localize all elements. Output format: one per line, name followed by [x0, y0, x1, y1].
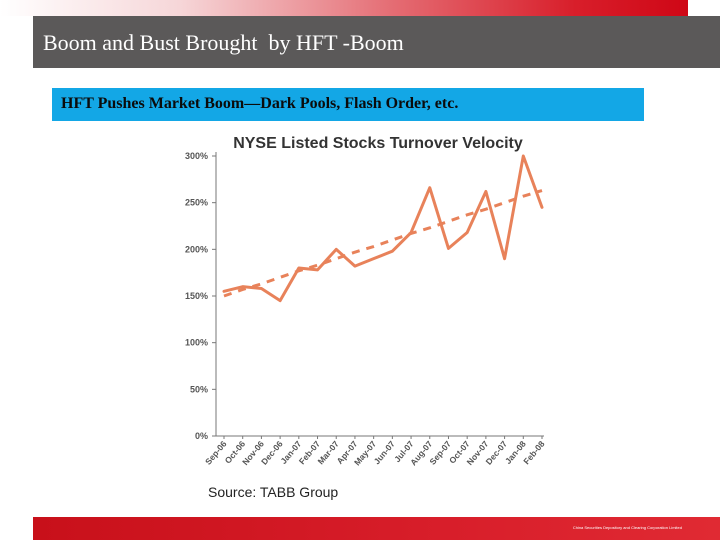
data-point [391, 250, 394, 253]
footer-bar: China Securities Depository and Clearing… [33, 517, 720, 540]
y-tick-label: 250% [185, 198, 208, 208]
trend-line [223, 189, 543, 298]
y-tick-label: 100% [185, 338, 208, 348]
y-tick-label: 200% [185, 244, 208, 254]
title-bar: Boom and Bust Brought by HFT -Boom [33, 16, 720, 68]
slide-title: Boom and Bust Brought by HFT -Boom [43, 30, 404, 55]
data-point [522, 154, 525, 158]
data-point [222, 290, 226, 293]
source-note: Source: TABB Group [208, 484, 339, 500]
data-point [540, 206, 544, 209]
turnover-velocity-chart: NYSE Listed Stocks Turnover Velocity 0% 5… [185, 135, 547, 467]
data-point [503, 257, 506, 260]
y-tick-label: 300% [185, 151, 208, 161]
x-tick-labels: Sep-06Oct-06Nov-06Dec-06Jan-07Feb-07Mar-… [203, 436, 547, 467]
data-point [465, 231, 469, 234]
turnover-series-line [222, 154, 544, 303]
x-tick-label: Sep-06 [203, 439, 229, 467]
y-tick-label: 150% [185, 291, 208, 301]
top-decorative-stripe [0, 0, 720, 16]
data-point [335, 248, 338, 251]
data-point [484, 190, 488, 193]
data-point [428, 186, 431, 189]
data-point [447, 247, 450, 250]
top-stripe-gap [688, 0, 720, 16]
chart-axes [215, 152, 544, 437]
chart-container: NYSE Listed Stocks Turnover Velocity 0% 5… [168, 128, 558, 478]
subtitle-banner: HFT Pushes Market Boom—Dark Pools, Flash… [52, 88, 644, 121]
chart-title: NYSE Listed Stocks Turnover Velocity [233, 135, 523, 152]
data-point [278, 299, 282, 302]
data-point [316, 268, 319, 272]
x-tick-label: Feb-08 [521, 439, 546, 467]
data-point [353, 264, 357, 268]
data-point [241, 285, 244, 288]
x-tick-label: Jun-07 [372, 439, 397, 467]
data-point [260, 287, 263, 290]
slide-subtitle: HFT Pushes Market Boom—Dark Pools, Flash… [61, 95, 459, 112]
y-tick-label: 0% [195, 431, 208, 441]
data-point [372, 257, 375, 260]
y-tick-label: 50% [190, 384, 208, 394]
footer-organization: China Securities Depository and Clearing… [572, 525, 682, 530]
y-tick-labels: 0% 50% 100% 150% 200% 250% 300% [185, 151, 216, 441]
chart-series [222, 154, 544, 303]
data-point [297, 266, 301, 270]
